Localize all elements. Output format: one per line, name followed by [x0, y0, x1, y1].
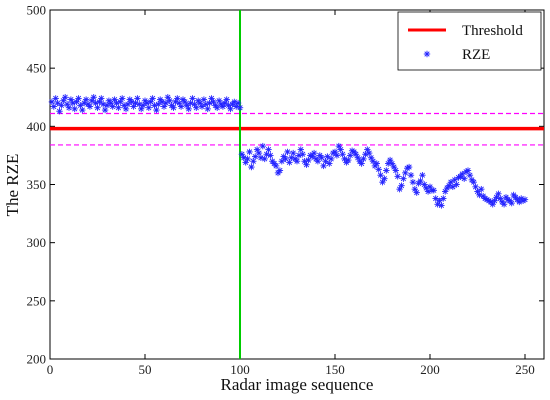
rze-point [65, 104, 73, 111]
y-tick-label: 450 [27, 61, 47, 76]
y-tick-label: 300 [27, 235, 47, 250]
rze-point [333, 152, 341, 159]
rze-point [381, 175, 388, 182]
rze-point [438, 202, 445, 209]
rze-point [272, 162, 280, 170]
rze-point [94, 104, 101, 111]
legend-threshold-label: Threshold [462, 23, 523, 39]
rze-point [310, 149, 318, 157]
rze-point [290, 149, 297, 157]
rze-point [432, 195, 439, 202]
rze-point [75, 95, 82, 102]
rze-point [134, 95, 141, 102]
x-tick-label: 250 [515, 362, 535, 377]
rze-point [400, 175, 407, 182]
rze-point [86, 103, 94, 110]
rze-point [214, 104, 221, 111]
rze-point [177, 103, 185, 110]
rze-point [318, 154, 325, 161]
rze-point [284, 148, 291, 156]
rze-point [299, 151, 306, 158]
x-tick-label: 200 [420, 362, 440, 377]
rze-point [373, 160, 380, 167]
rze-point [236, 104, 244, 111]
rze-point [276, 167, 284, 174]
legend-box [397, 11, 542, 71]
reference-lines [50, 10, 544, 359]
rze-point [449, 183, 456, 191]
rze-point [185, 105, 192, 113]
rze-point [461, 175, 468, 182]
rze-point [478, 185, 485, 193]
y-tick-label: 400 [27, 119, 47, 134]
rze-point [409, 178, 417, 186]
rze-point [259, 142, 266, 150]
rze-point [170, 104, 177, 111]
rze-point [265, 146, 272, 153]
rze-point [383, 167, 390, 174]
y-axis-label: The RZE [3, 154, 22, 217]
rze-point [56, 108, 63, 115]
legend-rze-label: RZE [462, 47, 490, 63]
rze-point [79, 106, 86, 114]
x-tick-label: 150 [325, 362, 345, 377]
rze-point [500, 201, 508, 208]
legend-rze-point [423, 50, 431, 58]
rze-point [405, 163, 413, 171]
rze-points [48, 94, 529, 209]
rze-point [145, 104, 152, 111]
rze-point [430, 187, 437, 194]
rze-point [223, 96, 230, 103]
rze-point [267, 152, 274, 159]
x-tick-label: 100 [230, 362, 250, 377]
rze-point [293, 158, 301, 165]
rze-point [413, 189, 420, 196]
rze-point [198, 103, 206, 110]
legend: Threshold RZE [397, 11, 542, 71]
x-tick-label: 50 [139, 362, 152, 377]
rze-point [149, 95, 156, 102]
rze-point [62, 94, 69, 101]
y-tick-label: 350 [27, 177, 47, 192]
rze-point [54, 99, 61, 107]
legend-rze-marker [423, 50, 431, 58]
rze-point [407, 171, 415, 179]
rze-point [379, 178, 386, 186]
rze-point [119, 95, 126, 102]
rze-point [453, 181, 460, 188]
rze-point [248, 163, 255, 171]
rze-point [98, 95, 105, 102]
y-tick-label: 500 [27, 3, 47, 18]
rze-point [324, 153, 331, 160]
rze-point [394, 173, 401, 180]
rze-point [521, 196, 529, 203]
rze-point [204, 105, 211, 113]
rze-point [189, 95, 196, 102]
rze-point [115, 104, 122, 111]
rze-point [153, 106, 160, 114]
x-axis-label: Radar image sequence [221, 375, 374, 394]
rze-point [440, 195, 447, 202]
rze-point [314, 158, 322, 165]
rze-point [282, 155, 289, 163]
rze-point [419, 171, 426, 179]
rze-point [375, 166, 382, 173]
y-tick-label: 250 [27, 293, 47, 308]
rze-point [71, 105, 78, 113]
rze-point [246, 148, 253, 156]
rze-point [193, 104, 200, 111]
rze-point [244, 155, 251, 163]
x-tick-label: 0 [47, 362, 54, 377]
rze-point [398, 182, 405, 189]
rze-point [508, 199, 515, 207]
rze-point [339, 151, 346, 158]
rze-point [392, 167, 399, 174]
rze-point [377, 171, 384, 179]
y-tick-label: 200 [27, 352, 47, 367]
rze-point [90, 94, 97, 101]
rze-point [328, 155, 335, 163]
rze-point [162, 99, 170, 107]
